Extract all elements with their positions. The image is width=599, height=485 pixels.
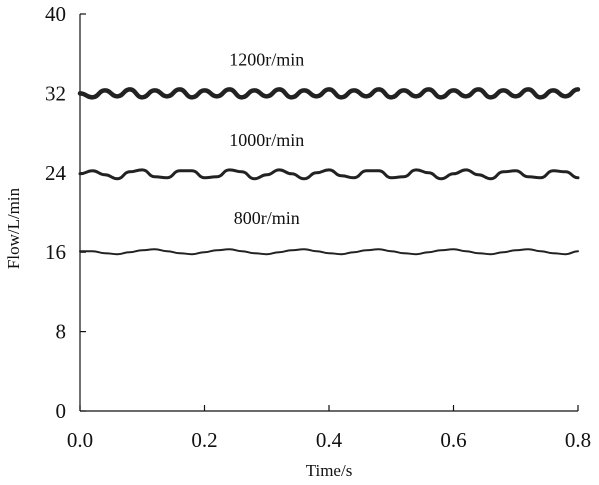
x-tick-label: 0.0: [67, 428, 93, 452]
series-lines: [77, 87, 581, 256]
x-axis-title: Time/s: [306, 461, 353, 480]
x-axis-ticks: 0.0 0.2 0.4 0.6 0.8: [67, 405, 591, 452]
series-labels: 1200r/min 1000r/min 800r/min: [229, 49, 304, 227]
y-tick-label: 40: [45, 2, 66, 26]
series-line-1200r-min: [77, 87, 581, 100]
series-label-1000r-min: 1000r/min: [229, 130, 304, 150]
y-tick-label: 0: [56, 399, 67, 423]
y-tick-label: 16: [45, 240, 66, 264]
series-line-800r-min: [79, 248, 579, 256]
x-tick-label: 0.8: [565, 428, 591, 452]
y-tick-label: 8: [56, 320, 67, 344]
series-label-1200r-min: 1200r/min: [229, 49, 304, 69]
axes: [79, 14, 578, 412]
y-tick-label: 32: [45, 81, 66, 105]
y-axis-title: Flow/L/min: [4, 187, 23, 269]
series-label-800r-min: 800r/min: [234, 208, 300, 228]
x-tick-label: 0.6: [440, 428, 466, 452]
x-tick-label: 0.4: [316, 428, 343, 452]
x-tick-label: 0.2: [191, 428, 217, 452]
y-tick-label: 24: [45, 161, 67, 185]
series-line-1000r-min: [78, 168, 580, 181]
